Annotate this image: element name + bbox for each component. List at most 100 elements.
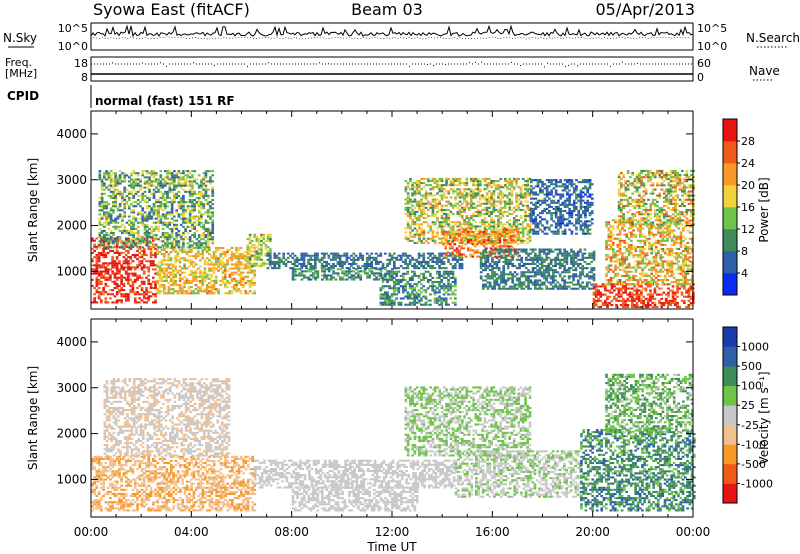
power-cell bbox=[204, 221, 208, 224]
power-cell bbox=[479, 265, 483, 268]
power-cell bbox=[354, 272, 358, 275]
power-cell bbox=[435, 291, 439, 294]
power-cell bbox=[123, 215, 127, 218]
power-cell bbox=[127, 272, 130, 275]
power-cell bbox=[565, 262, 569, 265]
power-cell bbox=[95, 291, 99, 294]
power-cell bbox=[451, 245, 454, 248]
power-cell bbox=[464, 230, 468, 233]
power-cell bbox=[266, 235, 270, 238]
power-cell bbox=[574, 252, 578, 255]
power-cell bbox=[530, 207, 533, 210]
power-cell bbox=[474, 206, 478, 209]
power-cell bbox=[195, 192, 199, 195]
power-cell bbox=[522, 262, 526, 265]
power-cell bbox=[177, 229, 181, 232]
power-cell bbox=[150, 246, 154, 249]
power-cell bbox=[197, 201, 201, 204]
power-cell bbox=[175, 223, 178, 226]
power-cell bbox=[354, 262, 358, 265]
power-cell bbox=[411, 301, 414, 304]
power-cell bbox=[136, 190, 140, 193]
power-cell bbox=[497, 250, 501, 253]
power-cell bbox=[150, 225, 154, 228]
power-cell bbox=[524, 204, 527, 207]
power-cell bbox=[442, 293, 446, 296]
power-cell bbox=[484, 260, 487, 263]
power-cell bbox=[149, 282, 153, 285]
power-cell bbox=[190, 286, 193, 289]
power-cell bbox=[325, 268, 329, 271]
power-cell bbox=[127, 207, 131, 210]
power-cell bbox=[253, 264, 256, 267]
power-cell bbox=[242, 286, 245, 289]
power-cell bbox=[193, 232, 196, 235]
power-cell bbox=[200, 182, 203, 185]
power-cell bbox=[195, 178, 199, 181]
power-cell bbox=[406, 223, 410, 226]
power-cell bbox=[152, 287, 155, 290]
power-cell bbox=[148, 205, 151, 208]
power-cell bbox=[248, 240, 252, 243]
power-cell bbox=[506, 196, 509, 199]
power-cell bbox=[511, 285, 515, 288]
power-cell bbox=[217, 288, 220, 291]
power-cell bbox=[497, 188, 500, 191]
power-cell bbox=[415, 297, 419, 300]
power-cell bbox=[161, 223, 165, 226]
power-cell bbox=[166, 178, 169, 181]
power-cell bbox=[368, 274, 372, 277]
power-cell bbox=[141, 219, 145, 222]
power-cell bbox=[527, 279, 530, 282]
power-cell bbox=[300, 270, 304, 273]
power-cell bbox=[469, 239, 472, 242]
power-cell bbox=[113, 274, 117, 277]
power-cell bbox=[257, 244, 261, 247]
power-cell bbox=[581, 281, 585, 284]
power-cell bbox=[121, 209, 124, 212]
power-cell bbox=[124, 297, 128, 300]
power-cell bbox=[563, 254, 566, 257]
power-cell bbox=[295, 258, 299, 261]
power-cell bbox=[503, 237, 506, 240]
power-cell bbox=[204, 227, 208, 230]
power-cell bbox=[309, 270, 313, 273]
power-cell bbox=[169, 271, 173, 274]
power-cell bbox=[499, 184, 503, 187]
power-cell bbox=[113, 276, 117, 279]
power-cell bbox=[184, 209, 187, 212]
power-cell bbox=[115, 270, 119, 273]
power-cell bbox=[112, 192, 115, 195]
power-cell bbox=[497, 208, 500, 211]
power-cell bbox=[132, 215, 136, 218]
power-cell bbox=[102, 243, 105, 246]
power-cell bbox=[190, 271, 193, 274]
power-cell bbox=[388, 285, 392, 288]
power-cell bbox=[177, 246, 181, 249]
power-cell bbox=[590, 275, 594, 278]
power-cell bbox=[235, 249, 238, 252]
power-cell bbox=[516, 235, 520, 238]
power-cell bbox=[456, 188, 460, 191]
power-cell bbox=[483, 219, 487, 222]
power-cell bbox=[100, 223, 104, 226]
power-cell bbox=[154, 268, 157, 271]
power-cell bbox=[121, 244, 124, 247]
cpid-value: normal (fast) 151 RF bbox=[95, 94, 235, 108]
power-cell bbox=[127, 176, 131, 179]
power-cell bbox=[209, 211, 212, 214]
power-cell bbox=[456, 221, 460, 224]
power-cell bbox=[592, 279, 596, 282]
power-cell bbox=[107, 172, 111, 175]
power-cell bbox=[520, 271, 524, 274]
power-cell bbox=[211, 229, 215, 232]
power-cell bbox=[408, 295, 412, 298]
freq-label: Freq. bbox=[5, 56, 32, 69]
power-cell bbox=[178, 257, 182, 260]
power-cell bbox=[109, 238, 113, 241]
power-cell bbox=[576, 275, 580, 278]
power-cell bbox=[531, 262, 535, 265]
power-cell bbox=[327, 262, 331, 265]
power-cell bbox=[200, 244, 203, 247]
power-cell bbox=[166, 242, 169, 245]
